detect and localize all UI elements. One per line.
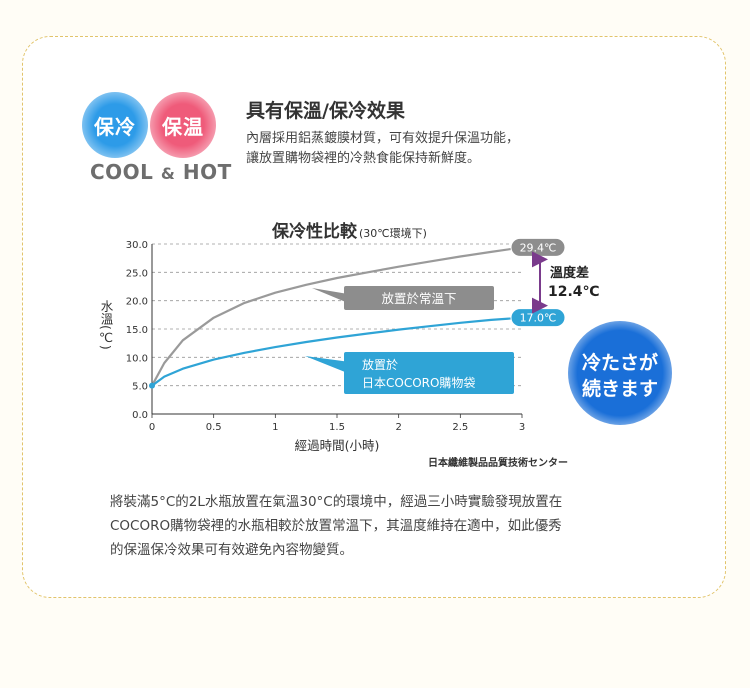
bottom-line-1: 將裝滿5°C的2L水瓶放置在氣溫30°C的環境中，經過三小時實驗發現放置在 — [110, 494, 563, 510]
section-heading: 具有保溫/保冷效果 — [246, 100, 405, 122]
hot-badge-label: 保温 — [162, 115, 204, 139]
bubble-line-2: 続きます — [581, 378, 658, 400]
x-tick-label: 0.5 — [206, 422, 222, 433]
room-temp-callout-pointer — [312, 288, 348, 303]
room-temp-line — [151, 246, 523, 387]
amp-text: & — [160, 164, 176, 183]
x-tick-label: 3 — [519, 422, 525, 433]
cool-badge-label: 保冷 — [94, 115, 136, 139]
data-source: 日本纖維製品品質技術センター — [428, 458, 568, 469]
x-tick-label: 0 — [149, 422, 155, 433]
start-point — [149, 382, 155, 389]
y-tick-label: 5.0 — [132, 382, 148, 393]
room-temp-callout-bg — [344, 286, 494, 310]
y-tick-label: 20.0 — [126, 297, 148, 308]
cocoro-callout-bg — [344, 352, 514, 394]
x-tick-label: 1 — [272, 422, 278, 433]
bottom-line-2: COCORO購物袋裡的水瓶相較於放置常溫下，其溫度維持在適中，如此優秀 — [110, 518, 562, 534]
x-tick-label: 2.5 — [452, 422, 468, 433]
x-axis-label: 經過時間(小時) — [295, 438, 380, 453]
cocoro-bag-line — [151, 316, 523, 387]
cool-text: COOL — [90, 160, 154, 184]
diff-label-value: 12.4℃ — [548, 284, 600, 300]
cool-hot-logo: COOL & HOT — [90, 160, 232, 184]
cool-badge: 保冷 — [82, 92, 148, 158]
y-tick-label: 30.0 — [126, 240, 148, 251]
cold-message-bubble: 冷たさが 続きます — [568, 321, 672, 425]
y-tick-label: 10.0 — [126, 353, 148, 364]
bubble-line-1: 冷たさが — [581, 352, 658, 374]
y-tick-label: 25.0 — [126, 268, 148, 279]
y-tick-label: 15.0 — [126, 325, 148, 336]
x-tick-label: 2 — [395, 422, 401, 433]
desc-line-2: 讓放置購物袋裡的冷熱食能保持新鮮度。 — [246, 151, 481, 166]
x-tick-label: 1.5 — [329, 422, 345, 433]
room-temp-callout-label: 放置於常溫下 — [381, 291, 456, 306]
y-axis-label: 水溫(℃) — [99, 300, 114, 350]
cocoro-callout-pointer — [305, 356, 350, 374]
desc-line-1: 內層採用鋁蒸鍍膜材質，可有效提升保溫功能， — [246, 131, 520, 146]
hot-badge: 保温 — [150, 92, 216, 158]
cocoro-end-label: 17.0℃ — [520, 312, 557, 325]
room-temp-end-label: 29.4℃ — [520, 241, 557, 254]
cocoro-callout-line-2: 日本COCORO購物袋 — [362, 376, 475, 390]
chart-title: 保冷性比較 (30℃環境下) — [271, 221, 427, 242]
cocoro-callout-line-1: 放置於 — [362, 357, 398, 372]
experiment-description: 將裝滿5°C的2L水瓶放置在氣溫30°C的環境中，經過三小時實驗發現放置在 CO… — [110, 490, 650, 562]
bottom-line-3: 的保溫保冷效果可有效避免內容物變質。 — [110, 542, 353, 558]
section-description: 內層採用鋁蒸鍍膜材質，可有效提升保溫功能， 讓放置購物袋裡的冷熱食能保持新鮮度。 — [246, 129, 606, 169]
diff-label-title: 溫度差 — [550, 265, 589, 281]
hot-text: HOT — [182, 160, 232, 184]
y-tick-label: 0.0 — [132, 410, 148, 421]
